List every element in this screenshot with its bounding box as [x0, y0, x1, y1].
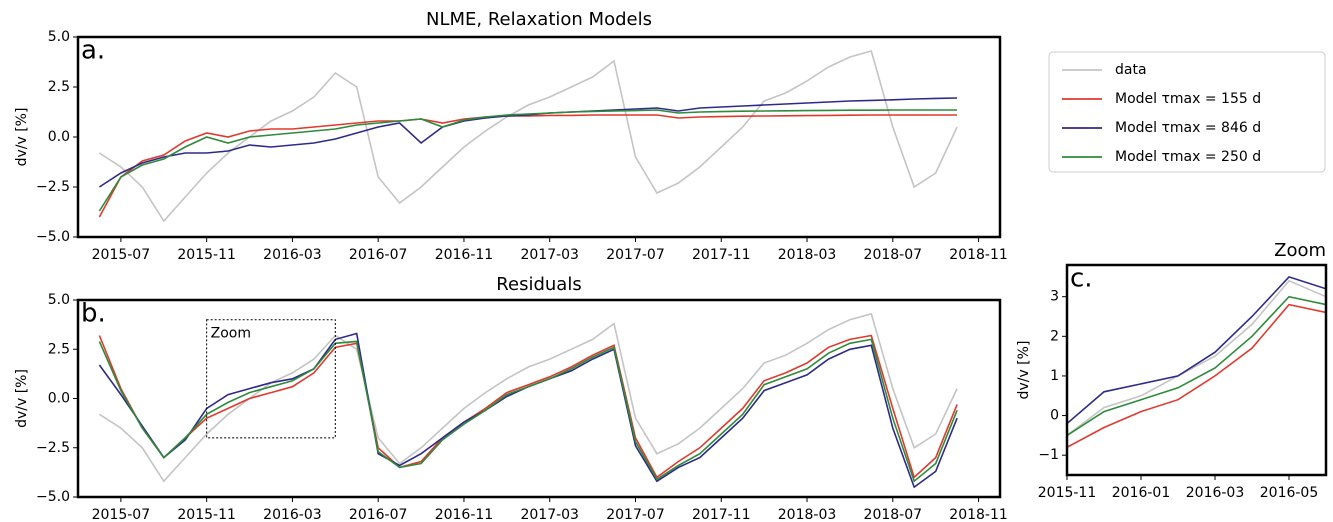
- series-line: [98, 114, 958, 218]
- y-tick-label: −2.5: [36, 440, 70, 456]
- x-tick-label: 2018-03: [778, 247, 837, 263]
- x-tick-label: 2018-03: [778, 507, 837, 522]
- x-tick-label: 2018-07: [864, 247, 923, 263]
- y-tick-label: −5.0: [36, 489, 70, 505]
- y-axis-label: dv/v [%]: [14, 369, 30, 428]
- panel-label: b.: [81, 299, 106, 329]
- x-tick-label: 2015-11: [177, 507, 236, 522]
- zoom-label: Zoom: [211, 326, 251, 342]
- zoom-box: [206, 319, 336, 439]
- panel-label: c.: [1070, 264, 1093, 294]
- y-tick-label: 0: [1050, 408, 1059, 424]
- series-line: [1067, 303, 1326, 449]
- x-tick-label: 2017-07: [606, 507, 665, 522]
- x-tick-label: 2016-07: [349, 247, 408, 263]
- legend-label: Model τmax = 846 d: [1115, 120, 1261, 136]
- series-line: [98, 97, 958, 188]
- series-line: [1067, 295, 1326, 437]
- x-tick-label: 2017-07: [606, 247, 665, 263]
- y-tick-label: 2: [1050, 328, 1059, 344]
- y-axis-label: dv/v [%]: [14, 108, 30, 167]
- plot-frame: [76, 35, 1002, 239]
- chart-title: Residuals: [496, 274, 581, 295]
- series-line: [1067, 279, 1326, 437]
- legend-label: Model τmax = 250 d: [1115, 149, 1261, 165]
- y-tick-label: 0.0: [48, 129, 70, 145]
- x-tick-label: 2017-11: [692, 507, 751, 522]
- plot-area: [98, 50, 958, 223]
- y-tick-label: 5.0: [48, 292, 70, 308]
- x-tick-label: 2016-05: [1260, 485, 1319, 501]
- x-tick-label: 2016-03: [1186, 485, 1245, 501]
- x-tick-label: 2015-11: [177, 247, 236, 263]
- x-tick-label: 2016-03: [263, 507, 322, 522]
- chart-title: Zoom: [1274, 240, 1326, 261]
- y-tick-label: 1: [1050, 368, 1059, 384]
- x-tick-label: 2015-07: [92, 247, 151, 263]
- series-line: [98, 332, 958, 489]
- plot-frame: [76, 298, 1002, 499]
- x-tick-label: 2017-03: [520, 507, 579, 522]
- series-line: [98, 50, 958, 223]
- panel-label: a.: [81, 36, 105, 66]
- y-tick-label: 0.0: [48, 391, 70, 407]
- plot-area: [98, 312, 958, 489]
- series-line: [98, 334, 958, 479]
- x-tick-label: 2018-11: [949, 507, 1008, 522]
- series-line: [98, 338, 958, 483]
- x-tick-label: 2018-11: [949, 247, 1008, 263]
- y-tick-label: −1: [1038, 447, 1059, 463]
- plot-frame: [1065, 263, 1328, 477]
- x-tick-label: 2017-03: [520, 247, 579, 263]
- x-tick-label: 2018-07: [864, 507, 923, 522]
- legend-label: Model τmax = 155 d: [1115, 91, 1261, 107]
- y-axis-label: dv/v [%]: [1016, 341, 1032, 400]
- plot-area: [1067, 275, 1326, 449]
- x-tick-label: 2017-11: [692, 247, 751, 263]
- y-tick-label: −2.5: [36, 179, 70, 195]
- x-tick-label: 2016-11: [435, 507, 494, 522]
- series-line: [98, 109, 958, 212]
- x-tick-label: 2015-11: [1038, 485, 1097, 501]
- y-tick-label: −5.0: [36, 229, 70, 245]
- legend-label: data: [1115, 62, 1147, 78]
- legend-box: [1048, 51, 1326, 173]
- x-tick-label: 2016-07: [349, 507, 408, 522]
- x-tick-label: 2016-03: [263, 247, 322, 263]
- x-tick-label: 2016-01: [1112, 485, 1171, 501]
- series-line: [1067, 275, 1326, 425]
- x-tick-label: 2016-11: [435, 247, 494, 263]
- y-tick-label: 3: [1050, 289, 1059, 305]
- y-tick-label: 2.5: [48, 79, 70, 95]
- x-tick-label: 2015-07: [92, 507, 151, 522]
- y-tick-label: 5.0: [48, 29, 70, 45]
- series-line: [98, 312, 958, 483]
- y-tick-label: 2.5: [48, 341, 70, 357]
- chart-title: NLME, Relaxation Models: [426, 9, 652, 30]
